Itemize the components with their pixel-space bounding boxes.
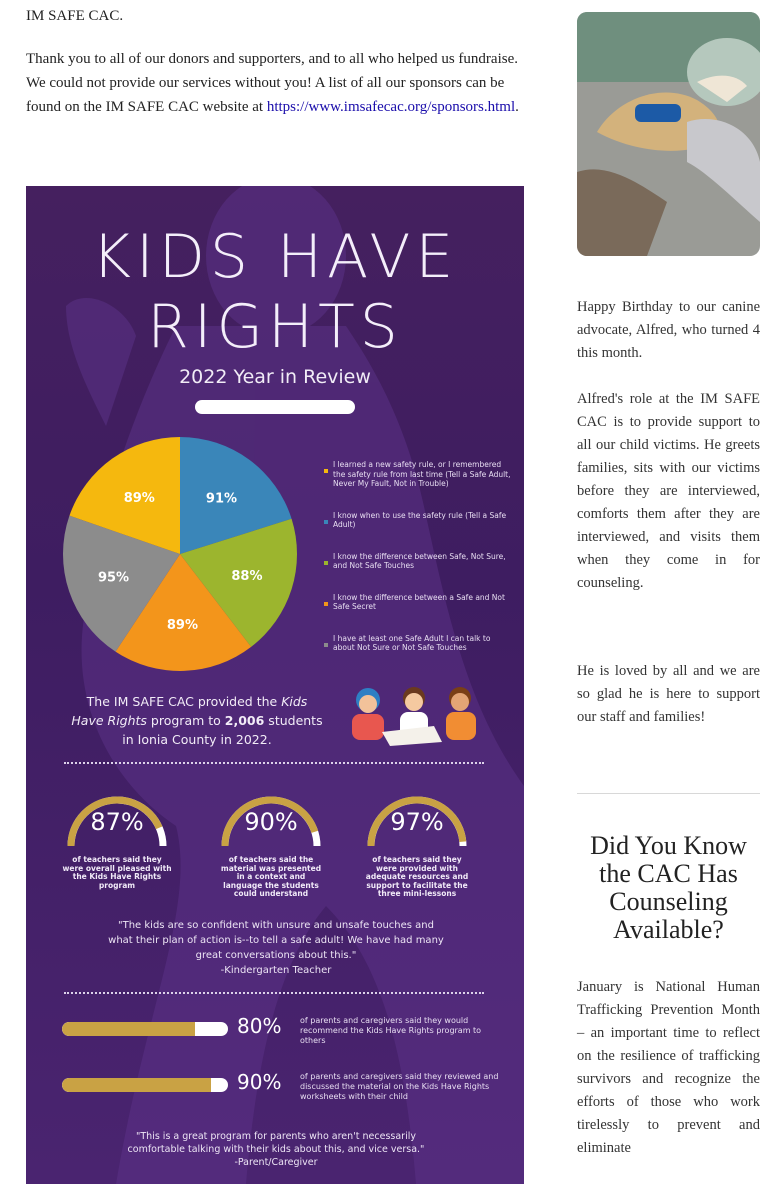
teacher-quote-text: "The kids are so confident with unsure a…	[108, 920, 444, 961]
program-summary: The IM SAFE CAC provided the Kids Have R…	[70, 692, 324, 749]
provided-program: Kids Have Rights	[71, 694, 308, 728]
dog-photo-illustration	[577, 12, 760, 256]
sidebar-divider	[577, 793, 760, 794]
gauge-desc-2: of teachers said the material was presen…	[220, 855, 322, 898]
legend-swatch-5	[324, 642, 328, 647]
infographic-title-line2: RIGHTS	[147, 292, 403, 362]
teacher-gauge-3: 97% of teachers said they were provided …	[362, 794, 472, 899]
pie-slice-3	[115, 554, 252, 671]
pie-slice-1	[180, 437, 292, 554]
legend-item-3: I know the difference between Safe, Not …	[324, 552, 514, 571]
parent-quote-text: "This is a great program for parents who…	[127, 1131, 425, 1155]
dotted-divider-1	[64, 762, 484, 764]
legend-swatch-3	[324, 560, 328, 565]
thanks-paragraph: Thank you to all of our donors and suppo…	[26, 47, 526, 119]
gauge-arc-2	[221, 796, 321, 847]
legend-item-1: I learned a new safety rule, or I rememb…	[324, 460, 514, 489]
provided-after: students in Ionia County in 2022.	[122, 713, 323, 747]
infographic-title-line1: KIDS HAVE	[91, 222, 459, 292]
parent-bar-2	[62, 1078, 228, 1092]
legend-text-1: I learned a new safety rule, or I rememb…	[333, 460, 511, 488]
gauge-desc-1: of teachers said they were overall pleas…	[62, 855, 172, 890]
infographic-subtitle: 2022 Year in Review	[179, 366, 371, 388]
legend-text-5: I have at least one Safe Adult I can tal…	[333, 633, 491, 653]
teacher-quote: "The kids are so confident with unsure a…	[106, 918, 446, 978]
teacher-gauge-1: 87% of teachers said they were overall p…	[62, 794, 172, 890]
pie-legend: I learned a new safety rule, or I rememb…	[324, 460, 514, 675]
gauge-value-2: 90%	[244, 808, 298, 836]
pie-chart: 91% 88% 89% 95% 89%	[63, 437, 297, 671]
gauge-arc-3	[367, 796, 467, 847]
gauge-fill-2	[221, 796, 319, 847]
counseling-heading: Did You Know the CAC Has Counseling Avai…	[590, 831, 747, 944]
legend-item-4: I know the difference between a Safe and…	[324, 593, 514, 612]
gauge-value-3: 97%	[390, 808, 444, 836]
legend-swatch-1	[324, 469, 328, 473]
provided-before: The IM SAFE CAC provided the	[86, 694, 282, 709]
pie-slice-label-3: 89%	[167, 618, 198, 633]
alfred-role-paragraph: Alfred's role at the IM SAFE CAC is to p…	[577, 391, 760, 591]
pie-slice-label-5: 89%	[124, 491, 155, 506]
parent-bar-fill-1	[62, 1022, 195, 1036]
teacher-gauge-2: 90% of teachers said the material was pr…	[216, 794, 326, 899]
alfred-dog-photo	[577, 12, 760, 256]
legend-item-2: I know when to use the safety rule (Tell…	[324, 511, 514, 530]
pie-slice-5	[69, 437, 180, 554]
kids-have-rights-infographic: KIDS HAVE RIGHTS 2022 Year in Review 91%…	[26, 186, 524, 1184]
legend-item-5: I have at least one Safe Adult I can tal…	[324, 634, 514, 653]
pie-slice-label-1: 91%	[206, 491, 237, 506]
legend-swatch-2	[324, 519, 328, 524]
parent-bar-value-2: 90%	[237, 1070, 282, 1094]
provided-middle: program to	[146, 713, 225, 728]
parent-bar-desc-1: of parents and caregivers said they woul…	[300, 1016, 482, 1045]
loved-paragraph: He is loved by all and we are so glad he…	[577, 663, 760, 725]
pie-slice-4	[63, 515, 180, 652]
pie-slice-2	[180, 518, 297, 647]
gauge-fill-1	[67, 796, 163, 847]
legend-text-2: I know when to use the safety rule (Tell…	[333, 510, 507, 530]
gauge-value-1: 87%	[90, 808, 144, 836]
trafficking-paragraph: January is National Human Trafficking Pr…	[577, 979, 760, 1156]
kids-illustration	[352, 687, 476, 746]
legend-text-4: I know the difference between a Safe and…	[333, 592, 505, 612]
birthday-paragraph: Happy Birthday to our canine advocate, A…	[577, 299, 760, 361]
parent-bar-desc-2: of parents and caregivers said they revi…	[300, 1072, 499, 1101]
sponsors-link[interactable]: https://www.imsafecac.org/sponsors.html	[266, 99, 516, 115]
parent-bar-value-1: 80%	[237, 1014, 282, 1038]
parent-quote: "This is a great program for parents who…	[106, 1130, 446, 1169]
pie-slice-label-4: 95%	[98, 571, 129, 586]
provided-count: 2,006	[224, 713, 265, 728]
parent-quote-author: -Parent/Caregiver	[234, 1157, 318, 1168]
decorative-pill	[195, 400, 355, 414]
teacher-quote-author: -Kindergarten Teacher	[220, 965, 332, 976]
gauge-desc-3: of teachers said they were provided with…	[365, 855, 469, 898]
thanks-text: Thank you to all of our donors and suppo…	[26, 51, 518, 115]
gauge-fill-3	[367, 796, 467, 847]
gauge-arc-1	[67, 796, 167, 847]
pie-slice-label-2: 88%	[231, 569, 262, 584]
legend-swatch-4	[324, 601, 328, 606]
intro-line: IM SAFE CAC.	[26, 8, 124, 24]
dotted-divider-2	[64, 992, 484, 994]
legend-text-3: I know the difference between Safe, Not …	[333, 551, 506, 571]
parent-bar-fill-2	[62, 1078, 212, 1092]
thanks-suffix: .	[515, 99, 519, 115]
parent-bar-1	[62, 1022, 228, 1036]
